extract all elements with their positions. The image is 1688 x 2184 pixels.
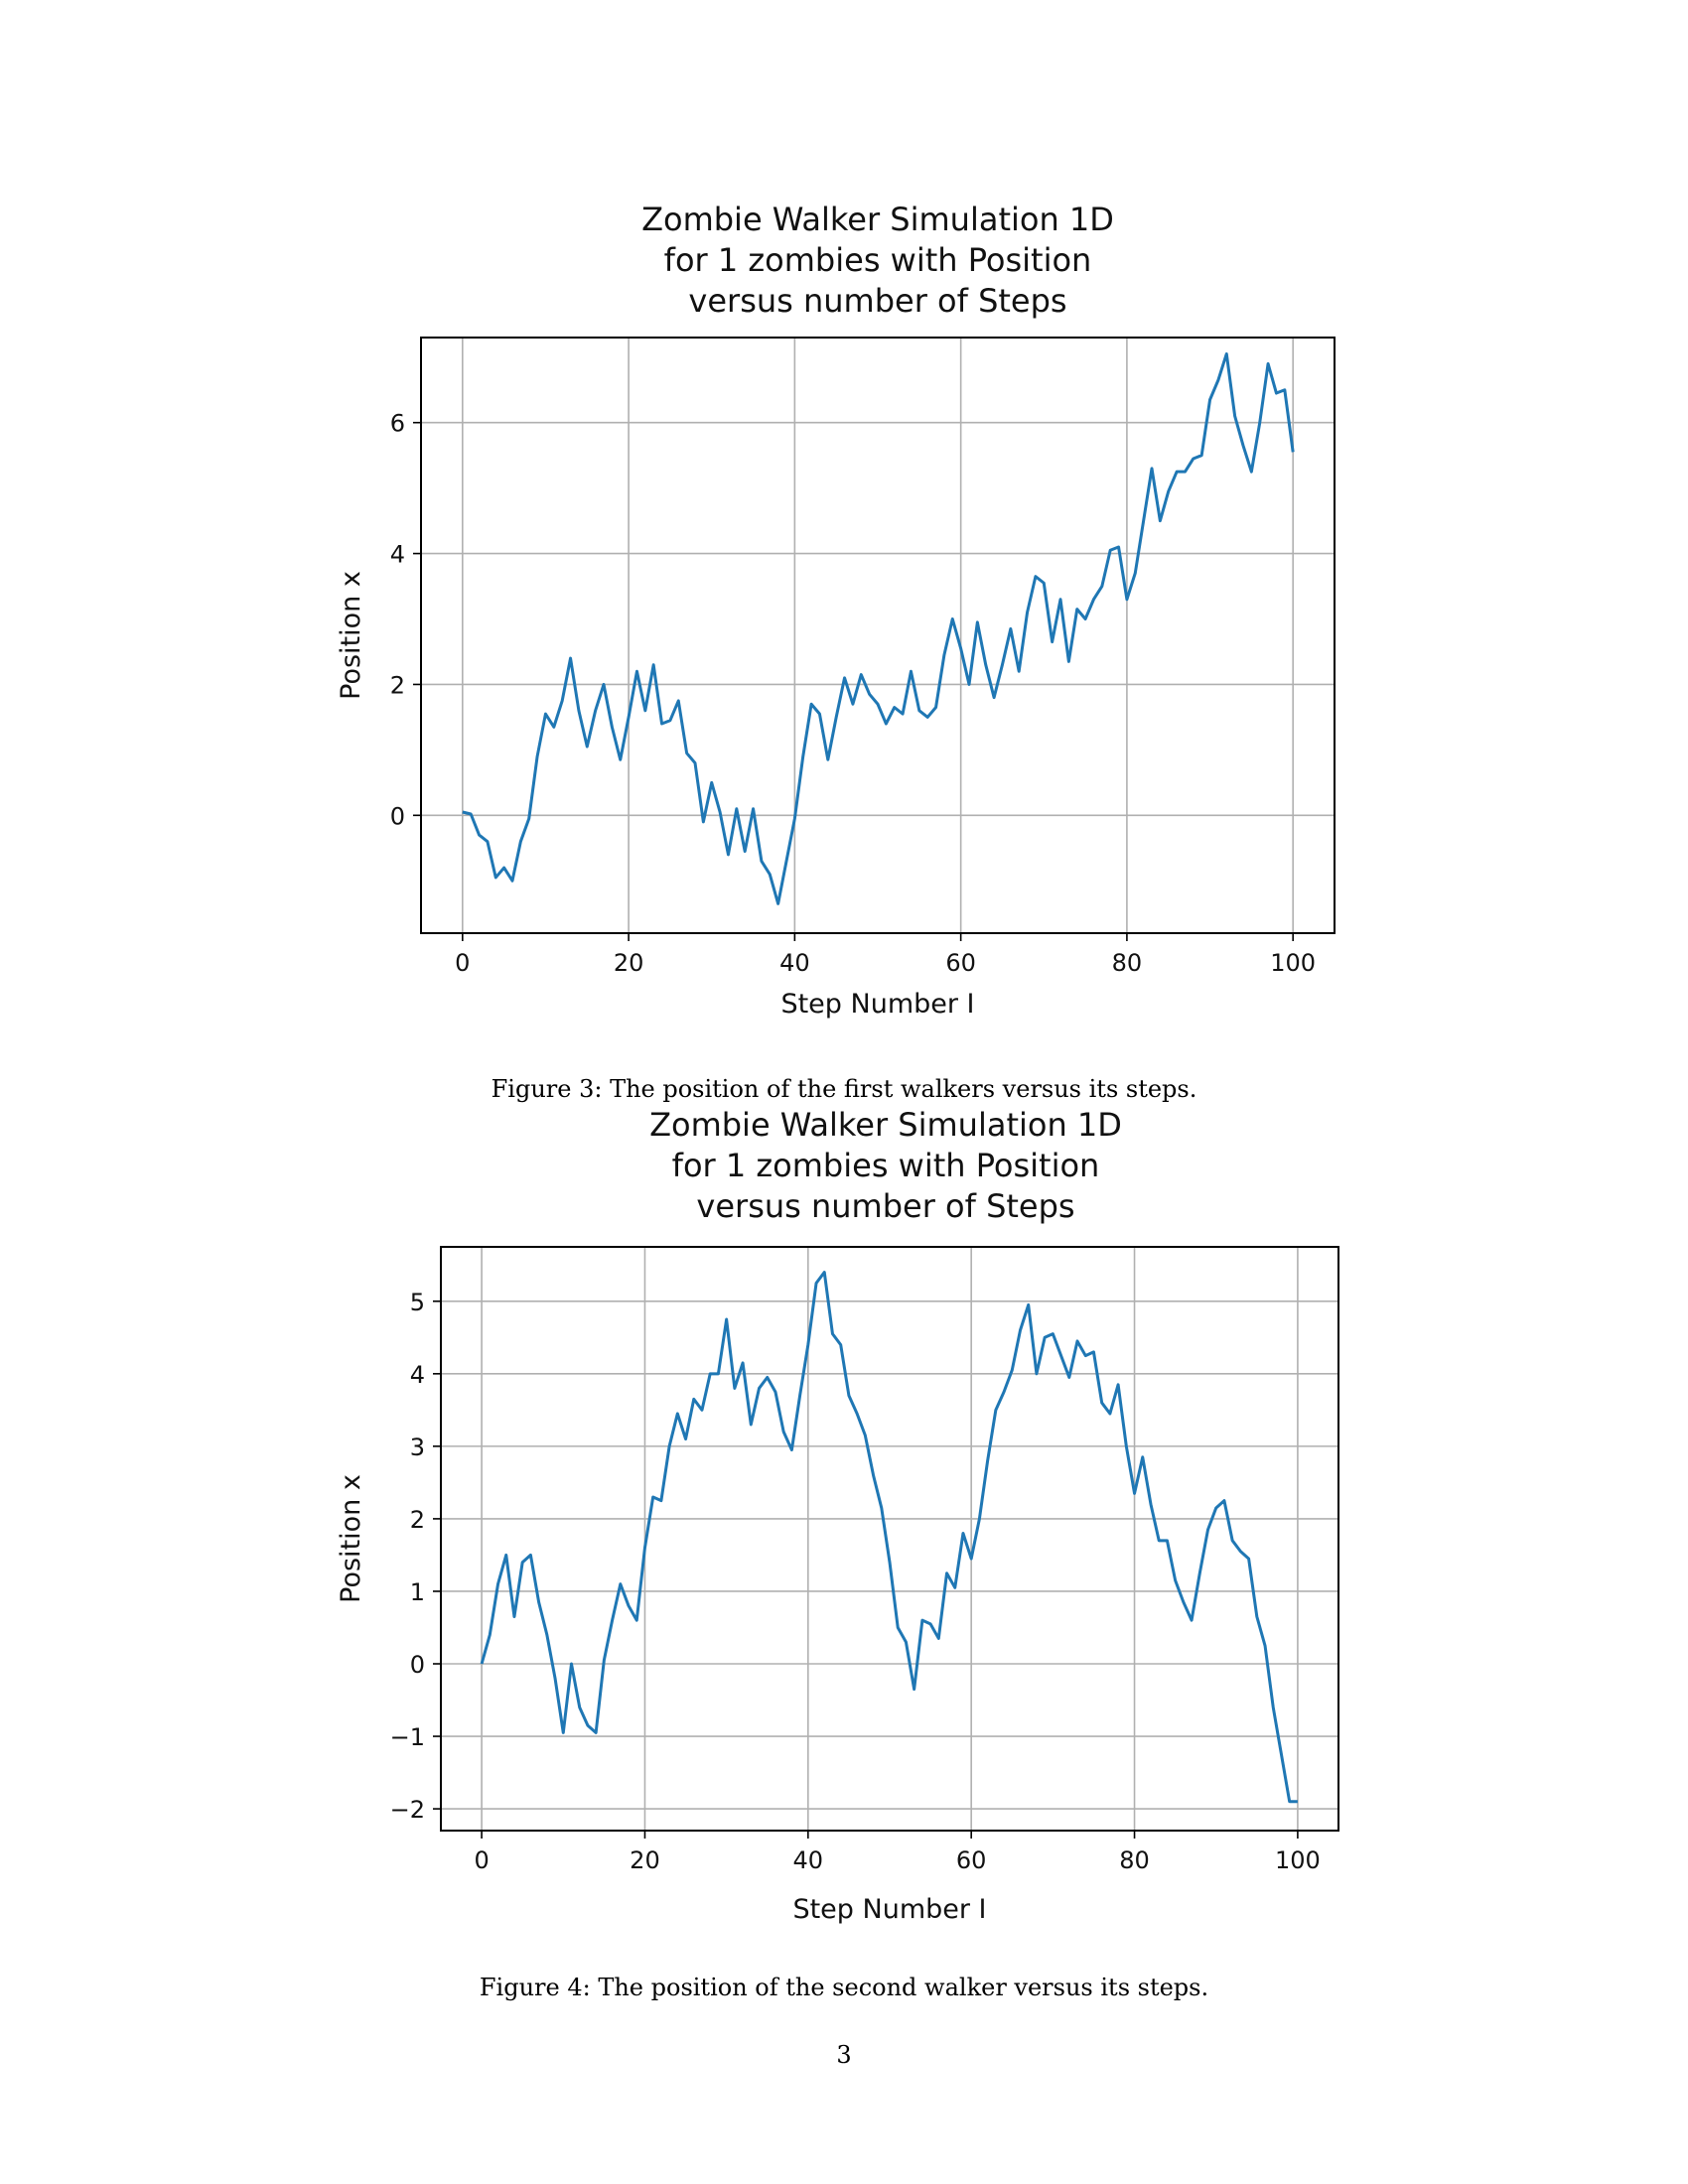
figure-4-title-line-2: for 1 zombies with Position (672, 1147, 1100, 1184)
figure-3-title-line-1: Zombie Walker Simulation 1D (641, 201, 1114, 238)
figure-3-x-tick-label: 100 (1270, 949, 1316, 977)
figure-4-plot-frame (440, 1246, 1339, 1832)
figure-4-y-tick-label: 4 (410, 1361, 425, 1389)
figure-4-y-tick-label: −2 (390, 1796, 425, 1824)
figure-3-x-tick-label: 80 (1112, 949, 1143, 977)
figure-4-x-axis-label: Step Number I (792, 1894, 986, 1925)
figure-4-y-axis-label: Position x (336, 1474, 366, 1603)
figure-4-y-tick-label: 5 (410, 1289, 425, 1316)
figure-4-x-tick-label: 0 (474, 1846, 489, 1874)
figure-3-y-tick-label: 6 (390, 410, 405, 438)
figure-3-caption: Figure 3: The position of the first walk… (491, 1075, 1197, 1103)
figure-4-series-line (480, 1271, 1298, 1804)
figure-4-y-tick-label: 1 (410, 1578, 425, 1606)
figure-4-y-tick-label: −1 (390, 1723, 425, 1751)
figure-3: Zombie Walker Simulation 1D for 1 zombies… (0, 199, 1688, 1052)
figure-3-y-tick-label: 0 (390, 802, 405, 830)
figure-4-x-tick-label: 80 (1119, 1846, 1150, 1874)
figure-4-title-line-3: versus number of Steps (696, 1187, 1074, 1225)
figure-4-x-tick-label: 60 (956, 1846, 987, 1874)
figure-4-y-tick-label: 2 (410, 1506, 425, 1534)
figure-3-x-tick-label: 20 (614, 949, 644, 977)
figure-3-title-line-3: versus number of Steps (688, 282, 1066, 320)
figure-3-x-tick-label: 0 (455, 949, 470, 977)
figure-3-y-tick-label: 2 (390, 671, 405, 699)
figure-4-x-tick-label: 20 (630, 1846, 660, 1874)
figure-3-plot-frame (420, 337, 1336, 934)
figure-3-x-tick-label: 60 (945, 949, 976, 977)
figure-4-x-tick-label: 100 (1275, 1846, 1321, 1874)
figure-3-y-axis-label: Position x (336, 571, 366, 700)
figure-3-series-line (462, 351, 1295, 905)
figure-4: Zombie Walker Simulation 1D for 1 zombies… (0, 1102, 1688, 1956)
page-number: 3 (836, 2041, 852, 2069)
figure-3-title-line-2: for 1 zombies with Position (664, 241, 1092, 279)
figure-4-x-tick-label: 40 (793, 1846, 824, 1874)
figure-4-caption: Figure 4: The position of the second wal… (479, 1974, 1209, 2001)
figure-4-title-line-1: Zombie Walker Simulation 1D (649, 1106, 1122, 1144)
figure-3-y-tick-label: 4 (390, 541, 405, 569)
figure-3-x-axis-label: Step Number I (780, 989, 974, 1020)
figure-4-y-tick-label: 3 (410, 1433, 425, 1461)
figure-3-x-tick-label: 40 (779, 949, 810, 977)
figure-4-y-tick-label: 0 (410, 1651, 425, 1679)
